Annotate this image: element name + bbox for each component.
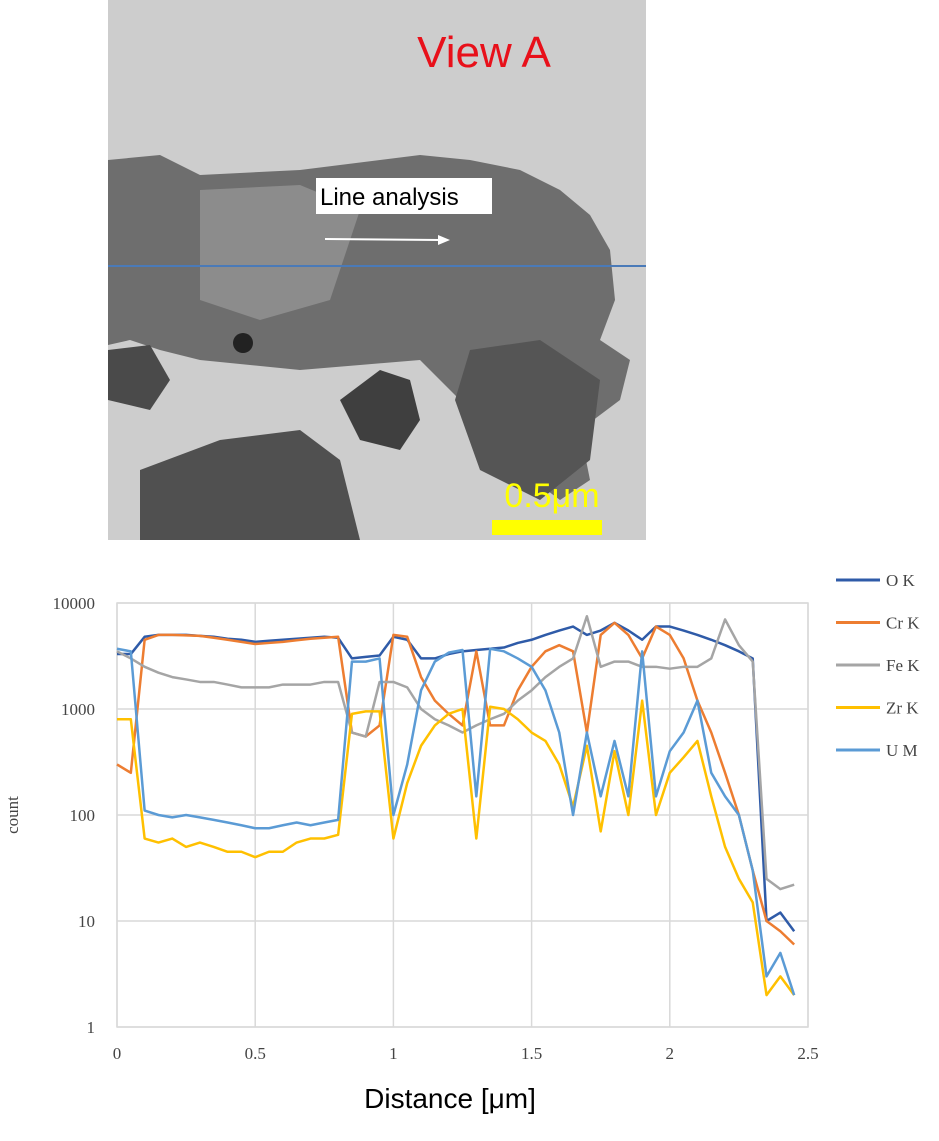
particle-region xyxy=(455,340,600,500)
legend-label: U M xyxy=(886,741,918,760)
particle-dot xyxy=(233,333,253,353)
x-tick-label: 0.5 xyxy=(245,1044,266,1063)
micrograph: Line analysis View A 0.5μm xyxy=(108,0,646,540)
x-tick-label: 1 xyxy=(389,1044,398,1063)
legend-label: O K xyxy=(886,571,916,590)
y-tick-label: 10000 xyxy=(53,594,96,613)
plot-frame xyxy=(116,602,809,1028)
scale-bar xyxy=(492,520,602,535)
series-line xyxy=(116,614,795,891)
y-tick-label: 10 xyxy=(78,912,95,931)
particle-region xyxy=(108,345,170,410)
x-tick-label: 2.5 xyxy=(797,1044,818,1063)
x-tick-label: 2 xyxy=(666,1044,675,1063)
series-line xyxy=(116,621,796,946)
arrow-shaft xyxy=(324,238,441,241)
particle-region xyxy=(200,185,360,320)
x-tick-label: 1.5 xyxy=(521,1044,542,1063)
annotation-box xyxy=(316,178,492,214)
legend-label: Cr K xyxy=(886,614,920,633)
scale-label: 0.5μm xyxy=(504,477,599,515)
arrow-head xyxy=(438,235,450,245)
particle xyxy=(340,370,420,450)
legend-label: Zr K xyxy=(886,699,919,718)
y-tick-label: 1000 xyxy=(61,700,95,719)
legend-label: Fe K xyxy=(886,656,920,675)
x-axis-label: Distance [μm] xyxy=(364,1083,536,1114)
x-tick-label: 0 xyxy=(113,1044,122,1063)
view-title: View A xyxy=(417,28,551,77)
y-axis-label: count xyxy=(3,796,22,834)
y-tick-label: 100 xyxy=(70,806,96,825)
annotation: Line analysis xyxy=(320,184,459,211)
series-line xyxy=(116,647,796,996)
y-tick-label: 1 xyxy=(87,1018,96,1037)
series-line xyxy=(117,621,796,933)
series-line xyxy=(117,699,796,997)
particle xyxy=(140,430,360,540)
